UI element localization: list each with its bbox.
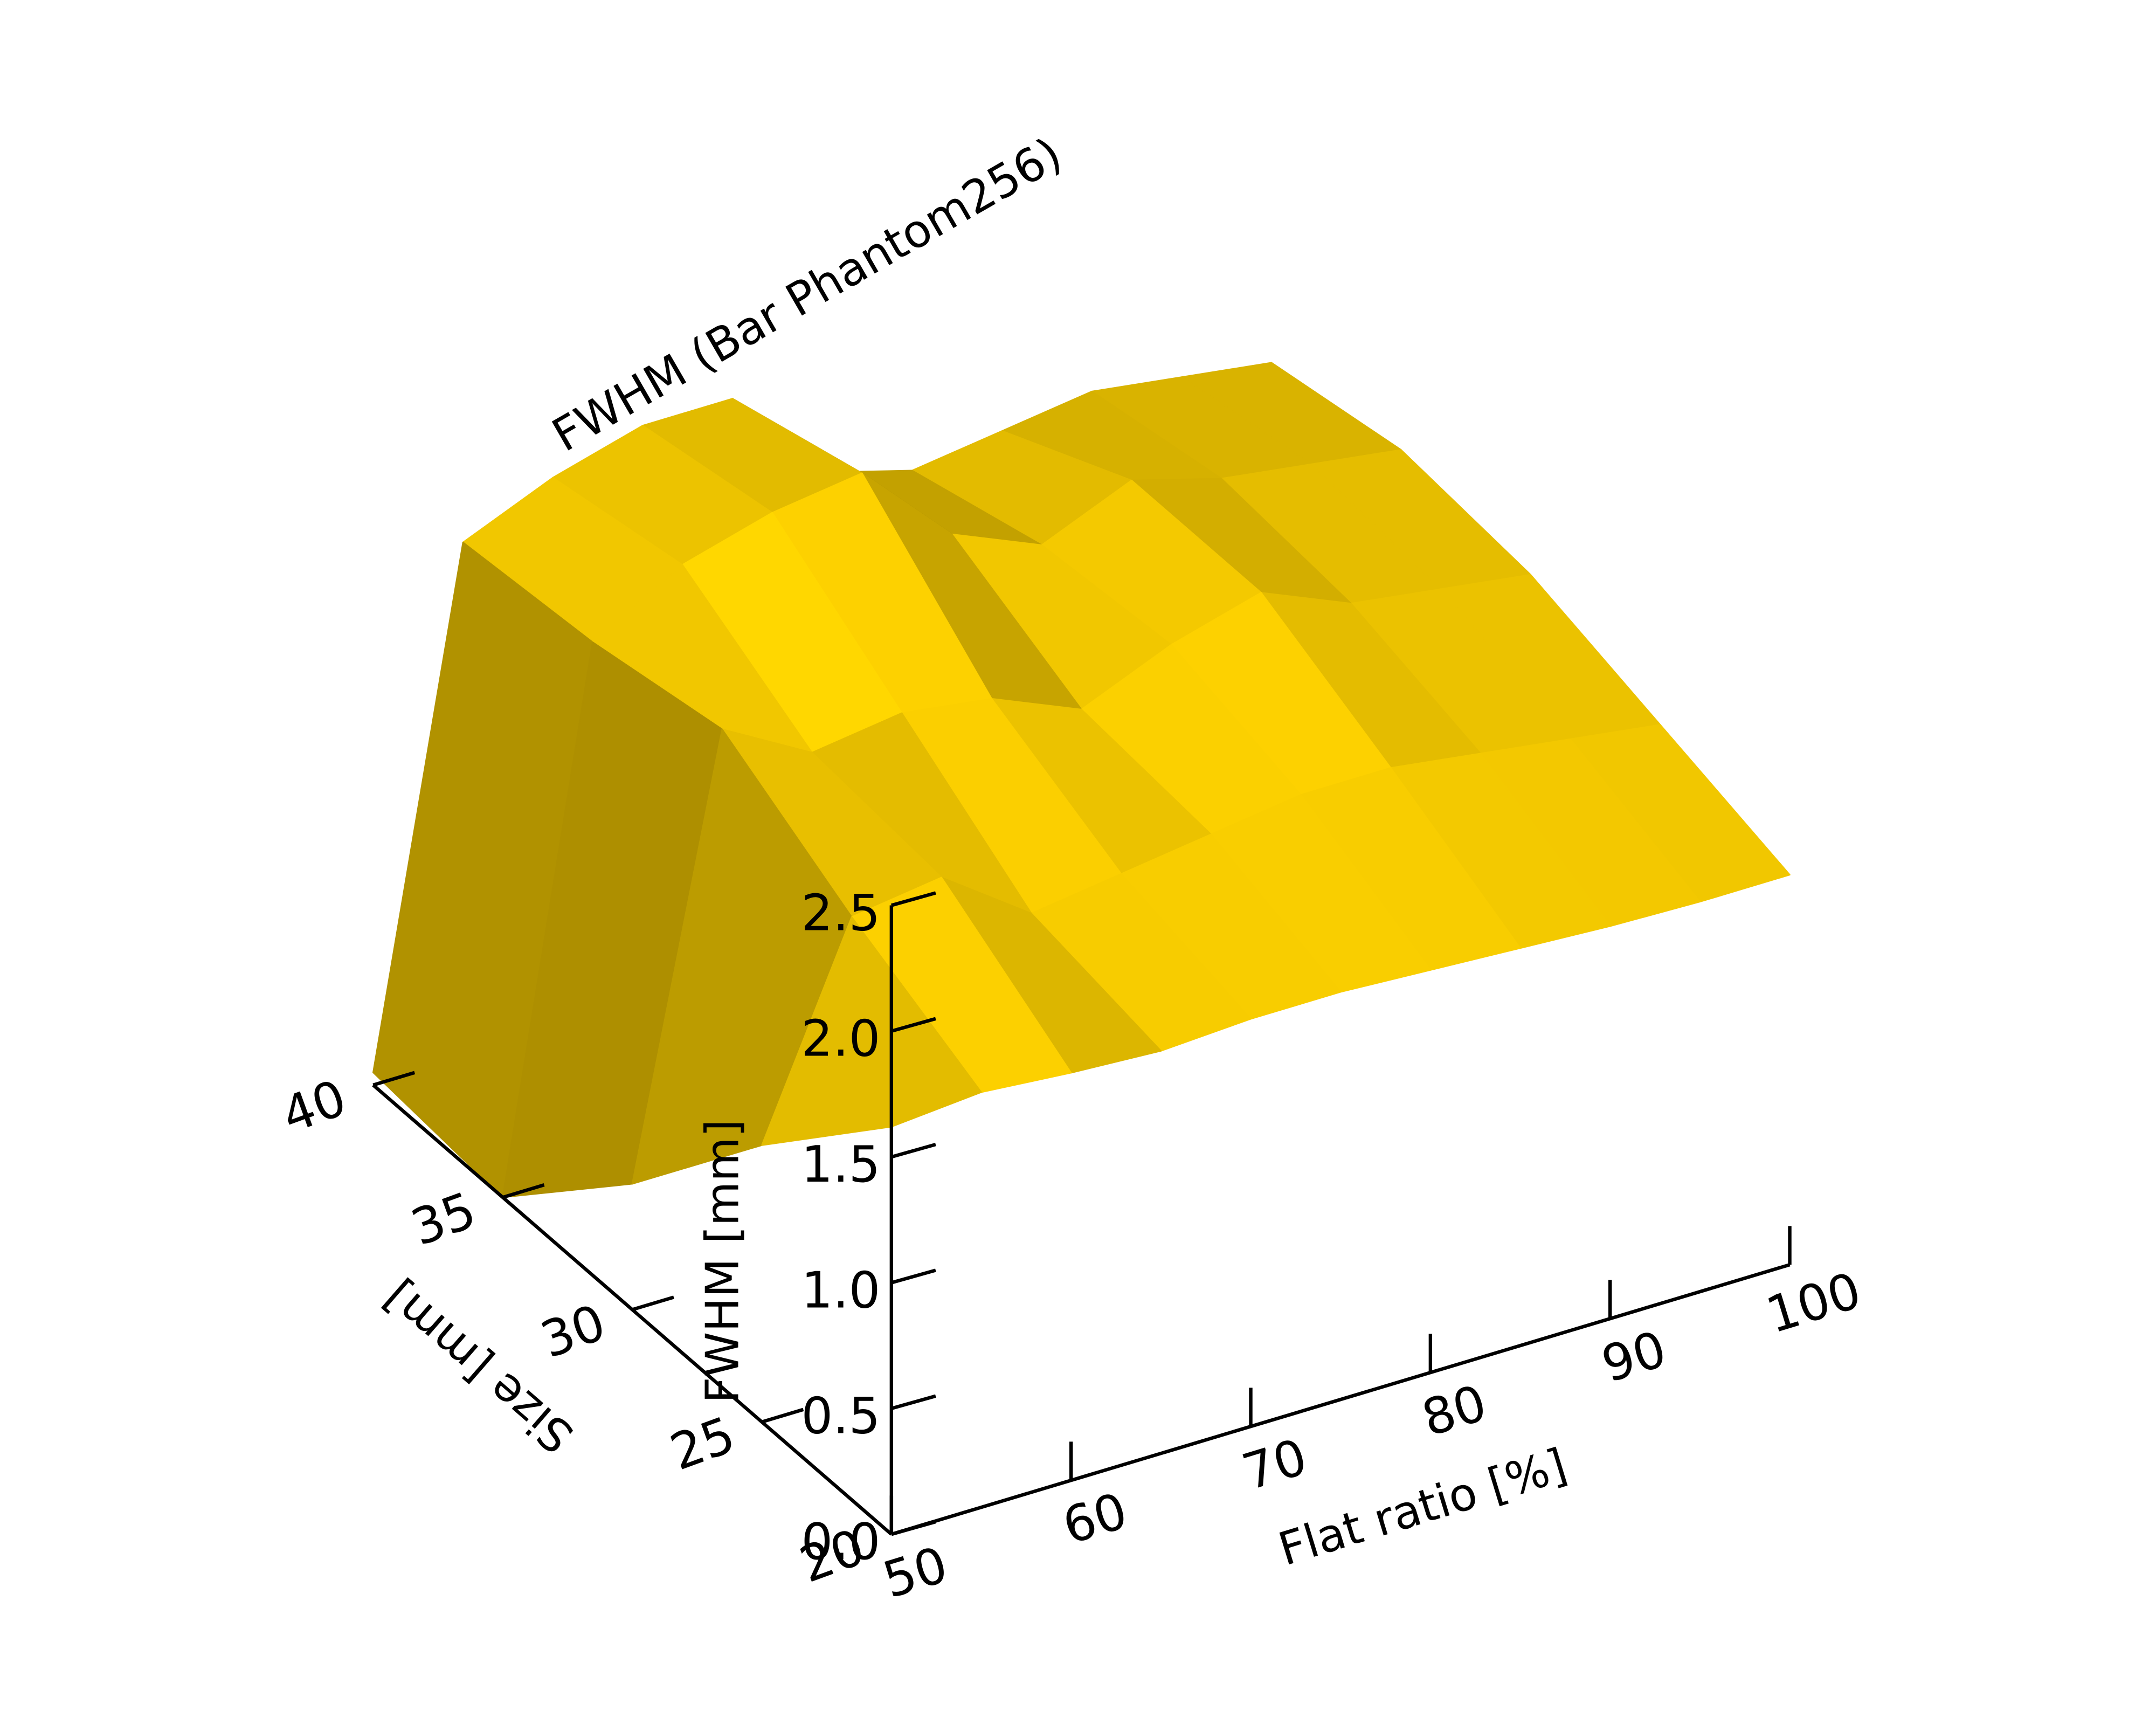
z-tick [890,1394,936,1410]
x-axis-line [890,1263,1791,1536]
y-axis-label: Size [mm] [373,1271,584,1464]
z-tick-label: 1.0 [801,1261,881,1319]
x-tick-label: 70 [1236,1427,1314,1502]
z-tick [890,1268,936,1285]
z-tick-label: 2.0 [801,1010,881,1068]
y-tick [632,1295,674,1312]
y-tick-label: 40 [274,1068,354,1145]
surface-patch [761,916,982,1146]
y-tick [761,1407,804,1424]
z-tick-label: 2.5 [801,884,881,942]
z-tick [890,891,936,907]
surface [372,362,1791,1198]
z-axis-label: FWHM [mm] [696,1119,749,1403]
z-tick-label: 0.0 [801,1513,881,1571]
y-tick [372,1071,416,1087]
z-tick [890,1017,936,1033]
y-tick-label: 25 [663,1405,742,1482]
x-tick-label: 100 [1760,1261,1868,1344]
x-tick-label: 60 [1056,1481,1134,1556]
x-tick-label: 80 [1415,1374,1493,1448]
y-tick-label: 35 [404,1181,483,1257]
z-tick [890,1520,936,1536]
x-axis-label: Flat ratio [%] [1273,1438,1573,1576]
x-tick-label: 90 [1595,1320,1673,1394]
x-tick-label: 50 [876,1535,954,1610]
y-tick-label: 30 [533,1293,612,1370]
z-tick-label: 0.5 [801,1387,881,1445]
y-tick [502,1183,545,1199]
z-tick [890,1142,936,1159]
z-tick-label: 1.5 [801,1135,881,1193]
chart-title: FWHM (Bar Phantom256) [543,127,1070,462]
